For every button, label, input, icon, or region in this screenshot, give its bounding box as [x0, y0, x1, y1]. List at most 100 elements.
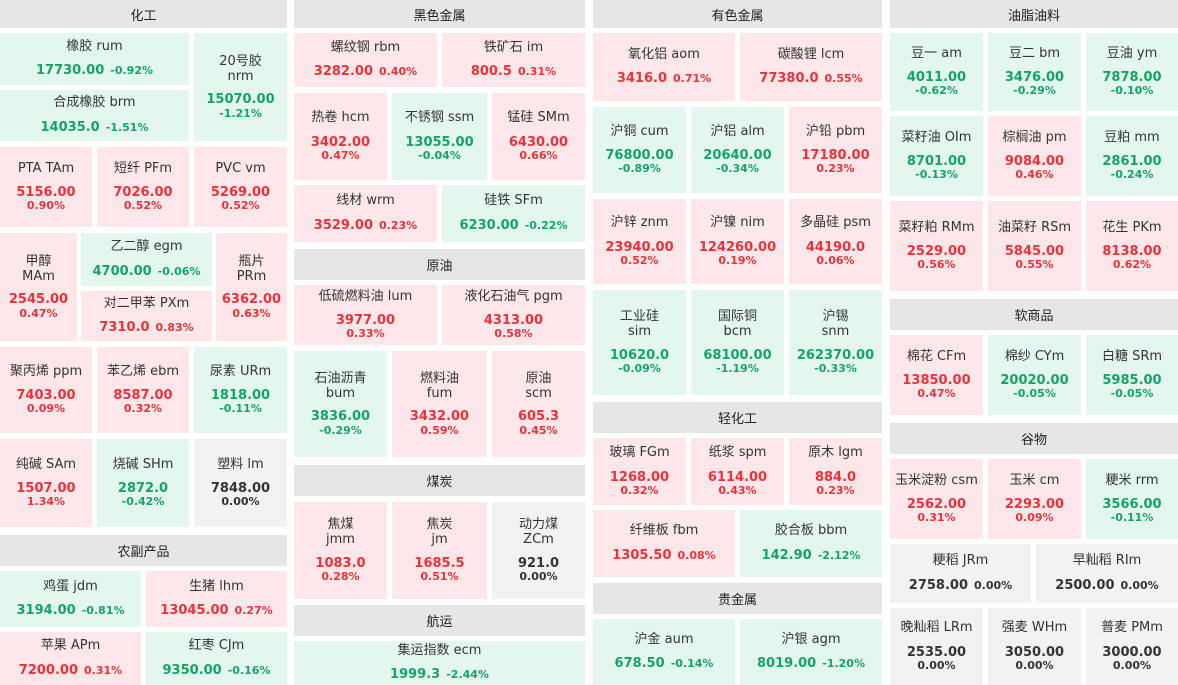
quote-tile-rbm[interactable]: 螺纹钢 rbm 3282.00 0.40% [294, 33, 437, 87]
contract-name: 焦煤 [327, 517, 354, 533]
contract-name: 烧碱 SHm [112, 456, 174, 472]
quote-tile-lm[interactable]: 塑料 lm 7848.00 0.00% [194, 439, 287, 527]
quote-tile-fum[interactable]: 燃料油 fum 3432.00 0.59% [392, 351, 487, 457]
quote-tile-im[interactable]: 铁矿石 im 800.5 0.31% [442, 33, 585, 87]
last-price: 6230.00 [459, 217, 519, 233]
quote-tile-am[interactable]: 豆一 am 4011.00 -0.62% [890, 33, 983, 111]
quote-tile-lhm[interactable]: 生猪 lhm 13045.00 0.27% [146, 571, 287, 627]
change-percent: 0.23% [816, 483, 855, 497]
quote-tile-lrm[interactable]: 晚籼稻 LRm 2535.00 0.00% [890, 608, 983, 685]
contract-name: 棉纱 CYm [1004, 348, 1065, 364]
quote-tile-brm[interactable]: 合成橡胶 brm 14035.0 -1.51% [0, 90, 189, 141]
quote-tile-ssm[interactable]: 不锈钢 ssm 13055.00 -0.04% [392, 93, 487, 180]
quote-tile-psm[interactable]: 多晶硅 psm 44190.0 0.06% [789, 199, 882, 284]
quote-tile-nim[interactable]: 沪镍 nim 124260.00 0.19% [691, 199, 784, 284]
quote-tile-zcm[interactable]: 动力煤 ZCm 921.0 0.00% [492, 502, 585, 599]
quote-tile-fgm[interactable]: 玻璃 FGm 1268.00 0.32% [593, 438, 686, 505]
quote-tile-csm[interactable]: 玉米淀粉 csm 2562.00 0.31% [890, 459, 983, 539]
last-price: 3977.00 [335, 313, 396, 329]
quote-tile-jm[interactable]: 焦炭 jm 1685.5 0.51% [392, 502, 487, 599]
quote-tile-agm[interactable]: 沪银 agm 8019.00 -1.20% [740, 619, 882, 685]
last-price: 9350.00 [162, 662, 222, 678]
quote-tile-nrm[interactable]: 20号胶 nrm 15070.00 -1.21% [194, 33, 287, 141]
last-price: 8138.00 [1102, 244, 1162, 260]
quote-tile-tam[interactable]: PTA TAm 5156.00 0.90% [0, 147, 92, 227]
quote-tile-cfm[interactable]: 棉花 CFm 13850.00 0.47% [890, 335, 983, 415]
quote-tile-oim[interactable]: 菜籽油 OIm 8701.00 -0.13% [890, 116, 983, 196]
quote-tile-spm[interactable]: 纸浆 spm 6114.00 0.43% [691, 438, 784, 505]
quote-tile-mm[interactable]: 豆粕 mm 2861.00 -0.24% [1086, 116, 1178, 196]
quote-tile-rum[interactable]: 橡胶 rum 17730.00 -0.92% [0, 33, 189, 85]
quote-tile-lgm[interactable]: 原木 lgm 884.0 0.23% [789, 438, 882, 505]
contract-name: 合成橡胶 brm [53, 95, 136, 111]
quote-tile-cum[interactable]: 沪铜 cum 76800.00 -0.89% [593, 107, 686, 193]
quote-tile-alm[interactable]: 沪铝 alm 20640.00 -0.34% [691, 107, 784, 193]
section-header: 谷物 [890, 423, 1178, 454]
contract-name: 白糖 SRm [1101, 348, 1163, 364]
quote-tile-pmm[interactable]: 普麦 PMm 3000.00 0.00% [1086, 608, 1178, 685]
quote-tile-bm[interactable]: 豆二 bm 3476.00 -0.29% [988, 33, 1081, 111]
price-row: 2758.00 0.00% [909, 575, 1012, 594]
quote-tile-mam[interactable]: 甲醇 MAm 2545.00 0.47% [0, 233, 77, 341]
last-price: 8587.00 [113, 388, 173, 404]
quote-tile-vm[interactable]: PVC vm 5269.00 0.52% [194, 147, 287, 227]
quote-tile-jmm[interactable]: 焦煤 jmm 1083.0 0.28% [294, 502, 387, 599]
quote-tile-urm[interactable]: 尿素 URm 1818.00 -0.11% [194, 347, 287, 433]
change-percent: 0.23% [816, 162, 855, 176]
contract-name: 玉米淀粉 csm [895, 472, 978, 488]
quote-tile-srm[interactable]: 白糖 SRm 5985.00 -0.05% [1086, 335, 1178, 415]
quote-tile-sfm[interactable]: 硅铁 SFm 6230.00 -0.22% [442, 185, 585, 242]
quote-tile-ecm[interactable]: 集运指数 ecm 1999.3 -2.44% [294, 641, 585, 685]
quote-tile-ebm[interactable]: 苯乙烯 ebm 8587.00 0.32% [97, 347, 189, 433]
contract-name: 沪金 aum [634, 631, 694, 647]
quote-tile-sim[interactable]: 工业硅 sim 10620.0 -0.09% [593, 290, 686, 395]
quote-tile-jdm[interactable]: 鸡蛋 jdm 3194.00 -0.81% [0, 571, 141, 627]
last-price: 3836.00 [310, 409, 371, 425]
quote-tile-pm[interactable]: 棕榈油 pm 9084.00 0.46% [988, 116, 1081, 196]
last-price: 4313.00 [483, 313, 544, 329]
quote-tile-ym[interactable]: 豆油 ym 7878.00 -0.10% [1086, 33, 1178, 111]
quote-tile-bcm[interactable]: 国际铜 bcm 68100.00 -1.19% [691, 290, 784, 395]
quote-tile-rrm[interactable]: 粳米 rrm 3566.00 -0.11% [1086, 459, 1178, 539]
quote-tile-scm[interactable]: 原油 scm 605.3 0.45% [492, 351, 585, 457]
quote-tile-sam[interactable]: 纯碱 SAm 1507.00 1.34% [0, 439, 92, 527]
quote-tile-aom[interactable]: 氧化铝 aom 3416.0 0.71% [593, 33, 735, 101]
quote-tile-ppm[interactable]: 聚丙烯 ppm 7403.00 0.09% [0, 347, 92, 433]
quote-tile-pgm[interactable]: 液化石油气 pgm 4313.00 0.58% [442, 285, 585, 345]
last-price: 124260.00 [698, 239, 777, 255]
quote-tile-hcm[interactable]: 热卷 hcm 3402.00 0.47% [294, 93, 387, 180]
quote-tile-whm[interactable]: 强麦 WHm 3050.00 0.00% [988, 608, 1081, 685]
quote-tile-rmm[interactable]: 菜籽粕 RMm 2529.00 0.56% [890, 201, 983, 291]
quote-tile-jrm[interactable]: 粳稻 JRm 2758.00 0.00% [890, 544, 1031, 603]
contract-name: 粳米 rrm [1105, 472, 1159, 488]
quote-tile-rsm[interactable]: 油菜籽 RSm 5845.00 0.55% [988, 201, 1081, 291]
quote-tile-pbm[interactable]: 沪铅 pbm 17180.00 0.23% [789, 107, 882, 193]
quote-tile-egm[interactable]: 乙二醇 egm 4700.00 -0.06% [81, 233, 212, 286]
change-percent: 0.47% [321, 148, 360, 162]
quote-tile-wrm[interactable]: 线材 wrm 3529.00 0.23% [294, 185, 437, 242]
change-percent: 0.62% [1112, 258, 1152, 272]
quote-tile-prm[interactable]: 瓶片 PRm 6362.00 0.63% [216, 233, 287, 341]
quote-tile-snm[interactable]: 沪锡 snm 262370.00 -0.33% [789, 290, 882, 395]
quote-tile-rim[interactable]: 早籼稻 RIm 2500.00 0.00% [1036, 544, 1178, 603]
quote-tile-apm[interactable]: 苹果 APm 7200.00 0.31% [0, 632, 141, 685]
contract-name: 苯乙烯 ebm [106, 363, 180, 379]
quote-tile-pxm[interactable]: 对二甲苯 PXm 7310.0 0.83% [81, 291, 212, 341]
quote-tile-pfm[interactable]: 短纤 PFm 7026.00 0.52% [97, 147, 189, 227]
quote-tile-pkm[interactable]: 花生 PKm 8138.00 0.62% [1086, 201, 1178, 291]
price-row: 8019.00 -1.20% [757, 653, 865, 672]
quote-tile-shm[interactable]: 烧碱 SHm 2872.0 -0.42% [97, 439, 189, 527]
quote-tile-lum[interactable]: 低硫燃料油 lum 3977.00 0.33% [294, 285, 437, 345]
quote-tile-bbm[interactable]: 胶合板 bbm 142.90 -2.12% [740, 510, 882, 577]
quote-tile-fbm[interactable]: 纤维板 fbm 1305.50 0.08% [593, 510, 735, 577]
quote-tile-cym[interactable]: 棉纱 CYm 20020.00 -0.05% [988, 335, 1081, 415]
quote-tile-cjm[interactable]: 红枣 CJm 9350.00 -0.16% [146, 632, 287, 685]
quote-tile-cm[interactable]: 玉米 cm 2293.00 0.09% [988, 459, 1081, 539]
quote-tile-lcm[interactable]: 碳酸锂 lcm 77380.0 0.55% [740, 33, 882, 101]
quote-tile-znm[interactable]: 沪锌 znm 23940.00 0.52% [593, 199, 686, 284]
quote-tile-smm[interactable]: 锰硅 SMm 6430.00 0.66% [492, 93, 585, 180]
contract-name: 短纤 PFm [113, 160, 173, 176]
quote-tile-aum[interactable]: 沪金 aum 678.50 -0.14% [593, 619, 735, 685]
contract-name: 燃料油 [419, 370, 459, 386]
quote-tile-bum[interactable]: 石油沥青 bum 3836.00 -0.29% [294, 351, 387, 457]
